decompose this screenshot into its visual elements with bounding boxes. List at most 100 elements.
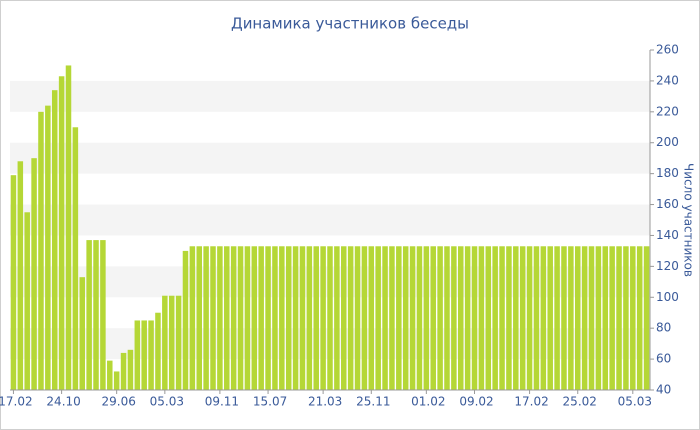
bar [588, 246, 595, 390]
bar [630, 246, 636, 390]
y-tick-label: 200 [656, 135, 679, 149]
bar [595, 246, 602, 390]
bar [526, 246, 533, 390]
bar [416, 246, 423, 390]
bar [402, 246, 409, 390]
bar [272, 246, 278, 390]
bar [423, 246, 430, 390]
bar [430, 246, 436, 390]
bar [279, 246, 285, 390]
bar [113, 371, 120, 390]
bar [519, 246, 526, 390]
x-tick-label: 15.07 [253, 395, 287, 409]
bar [499, 246, 505, 390]
bar [334, 246, 340, 390]
bar [581, 246, 588, 390]
bar [574, 246, 581, 390]
x-tick-label: 17.02 [0, 395, 33, 409]
bar [347, 246, 354, 390]
bar [458, 246, 464, 390]
y-tick-label: 40 [656, 383, 671, 397]
grid-band [10, 142, 650, 174]
bar [561, 246, 567, 390]
bar [616, 246, 622, 390]
bar [506, 246, 512, 390]
bar [141, 320, 147, 390]
bar [162, 295, 168, 390]
bar [10, 175, 17, 390]
bar [265, 246, 271, 390]
bar [182, 250, 189, 390]
bar [623, 246, 629, 390]
bar [230, 246, 237, 390]
x-tick-label: 05.03 [150, 395, 184, 409]
bar [485, 246, 492, 390]
bar [51, 90, 58, 390]
bar [547, 246, 553, 390]
bar [643, 246, 650, 390]
y-tick-label: 180 [656, 166, 679, 180]
bar [609, 246, 615, 390]
bar [444, 246, 450, 390]
bar [568, 246, 574, 390]
bar [341, 246, 347, 390]
x-tick-label: 01.02 [411, 395, 445, 409]
bar [540, 246, 547, 390]
bar [189, 246, 196, 390]
bar [38, 111, 44, 391]
bar [217, 246, 223, 390]
y-axis-label: Число участников [682, 163, 696, 277]
bar [258, 246, 264, 390]
bar [224, 246, 230, 390]
bar [451, 246, 457, 390]
x-tick-label: 25.02 [563, 395, 597, 409]
bar [285, 246, 292, 390]
bar [196, 246, 202, 390]
bar [320, 246, 326, 390]
bar [354, 246, 361, 390]
y-tick-label: 140 [656, 228, 679, 242]
bar [65, 65, 72, 391]
bar [127, 349, 134, 390]
bar [396, 246, 402, 390]
bar [17, 161, 24, 390]
bar [602, 246, 609, 390]
bar [375, 246, 381, 390]
bar [120, 352, 127, 390]
bar [175, 295, 182, 390]
bar [361, 246, 368, 390]
bar [492, 246, 498, 390]
x-tick-label: 21.03 [308, 395, 342, 409]
bar [464, 246, 471, 390]
bar [168, 295, 175, 390]
y-tick-label: 60 [656, 352, 671, 366]
bar [58, 76, 65, 390]
bar [389, 246, 395, 390]
bar [478, 246, 485, 390]
bar [45, 105, 51, 391]
bar [148, 320, 154, 390]
x-tick-label: 24.10 [46, 395, 80, 409]
bar [437, 246, 443, 390]
bar [100, 240, 106, 390]
chart-title: Динамика участников беседы [231, 15, 469, 33]
x-tick-label: 17.02 [514, 395, 548, 409]
bar [409, 246, 416, 390]
bar [513, 246, 519, 390]
bar [203, 246, 209, 390]
x-tick-label: 25.11 [356, 395, 390, 409]
bar [636, 246, 643, 390]
y-tick-label: 120 [656, 259, 679, 273]
bar [86, 240, 92, 390]
bar [107, 360, 113, 390]
x-tick-label: 09.02 [459, 395, 493, 409]
bar [306, 246, 313, 390]
y-tick-label: 240 [656, 73, 679, 87]
bar [134, 320, 141, 390]
grid-band [10, 204, 650, 236]
bar [533, 246, 540, 390]
x-tick-label: 09.11 [205, 395, 239, 409]
bar [368, 246, 375, 390]
bar [72, 127, 79, 390]
